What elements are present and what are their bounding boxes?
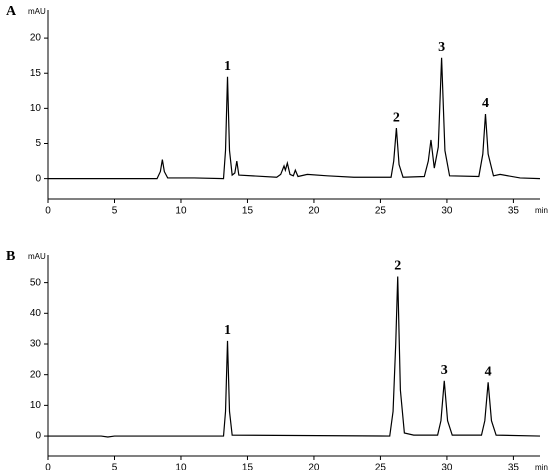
peak-label: 2 bbox=[393, 110, 400, 125]
x-tick-label: 25 bbox=[375, 463, 387, 470]
x-tick-label: 20 bbox=[308, 206, 320, 217]
y-tick-label: 20 bbox=[30, 369, 42, 380]
peak-label: 4 bbox=[482, 96, 489, 111]
peak-label: 1 bbox=[224, 323, 231, 338]
x-tick-label: 35 bbox=[508, 206, 520, 217]
y-tick-label: 40 bbox=[30, 308, 42, 319]
x-tick-label: 0 bbox=[45, 463, 51, 470]
peak-label: 3 bbox=[441, 363, 448, 378]
y-tick-label: 5 bbox=[35, 138, 41, 149]
x-tick-label: 10 bbox=[175, 206, 187, 217]
x-tick-label: 15 bbox=[242, 206, 254, 217]
x-tick-label: 15 bbox=[242, 463, 254, 470]
x-tick-label: 20 bbox=[308, 463, 320, 470]
x-tick-label: 0 bbox=[45, 206, 51, 217]
x-tick-label: 10 bbox=[175, 463, 187, 470]
panel-title: B bbox=[6, 249, 15, 264]
x-tick-label: 30 bbox=[441, 463, 453, 470]
y-tick-label: 15 bbox=[30, 68, 42, 79]
peak-label: 4 bbox=[485, 365, 492, 380]
peak-label: 1 bbox=[224, 59, 231, 74]
y-tick-label: 0 bbox=[35, 173, 41, 184]
y-tick-label: 10 bbox=[30, 103, 42, 114]
y-tick-label: 10 bbox=[30, 400, 42, 411]
peak-label: 3 bbox=[438, 40, 445, 55]
panel-title: A bbox=[6, 4, 17, 19]
peak-label: 2 bbox=[394, 259, 401, 274]
x-axis-label: min bbox=[535, 463, 548, 470]
y-axis-label: mAU bbox=[28, 7, 46, 16]
x-tick-label: 5 bbox=[112, 206, 118, 217]
y-tick-label: 50 bbox=[30, 277, 42, 288]
x-tick-label: 30 bbox=[441, 206, 453, 217]
y-tick-label: 0 bbox=[35, 431, 41, 442]
y-tick-label: 30 bbox=[30, 339, 42, 350]
x-tick-label: 5 bbox=[112, 463, 118, 470]
x-tick-label: 35 bbox=[508, 463, 520, 470]
trace bbox=[48, 276, 541, 438]
trace bbox=[48, 57, 541, 180]
y-axis-label: mAU bbox=[28, 252, 46, 261]
y-tick-label: 20 bbox=[30, 33, 42, 44]
x-tick-label: 25 bbox=[375, 206, 387, 217]
x-axis-label: min bbox=[535, 206, 548, 215]
